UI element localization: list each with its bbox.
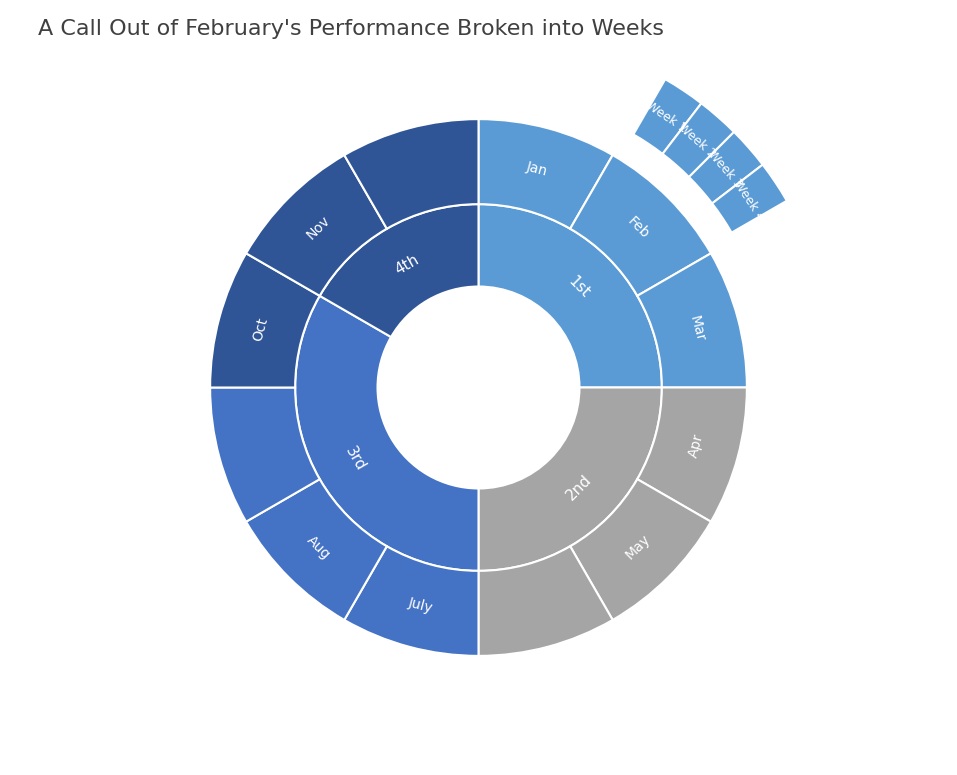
Wedge shape	[211, 388, 320, 522]
Text: Oct: Oct	[251, 315, 270, 343]
Wedge shape	[295, 296, 478, 571]
Text: 1st: 1st	[566, 274, 592, 301]
Wedge shape	[246, 479, 387, 620]
Wedge shape	[689, 132, 763, 204]
Wedge shape	[246, 155, 387, 296]
Text: 3rd: 3rd	[343, 444, 368, 474]
Wedge shape	[211, 253, 320, 388]
Text: 4th: 4th	[392, 252, 422, 277]
Text: Nov: Nov	[304, 213, 333, 243]
Text: A Call Out of February's Performance Broken into Weeks: A Call Out of February's Performance Bro…	[38, 19, 664, 40]
Wedge shape	[712, 164, 787, 232]
Wedge shape	[637, 388, 746, 522]
Text: July: July	[406, 596, 434, 615]
Text: Feb: Feb	[625, 214, 652, 242]
Text: Week 1: Week 1	[643, 99, 689, 136]
Wedge shape	[662, 103, 734, 177]
Wedge shape	[478, 204, 662, 388]
Wedge shape	[637, 253, 746, 388]
Text: Jan: Jan	[524, 160, 549, 179]
Wedge shape	[345, 119, 478, 229]
Text: Apr: Apr	[687, 432, 706, 460]
Text: Week 2: Week 2	[676, 121, 719, 161]
Text: May: May	[623, 532, 654, 563]
Wedge shape	[634, 79, 701, 154]
Wedge shape	[570, 479, 711, 620]
Text: Week 3: Week 3	[704, 147, 746, 191]
Wedge shape	[478, 119, 612, 229]
Wedge shape	[570, 155, 711, 296]
Text: 2nd: 2nd	[564, 473, 594, 504]
Text: Mar: Mar	[686, 315, 707, 343]
Wedge shape	[478, 546, 612, 656]
Text: Week 4: Week 4	[730, 177, 768, 223]
Wedge shape	[478, 388, 662, 571]
Text: Aug: Aug	[304, 532, 333, 562]
Wedge shape	[345, 546, 478, 656]
Wedge shape	[320, 204, 478, 337]
